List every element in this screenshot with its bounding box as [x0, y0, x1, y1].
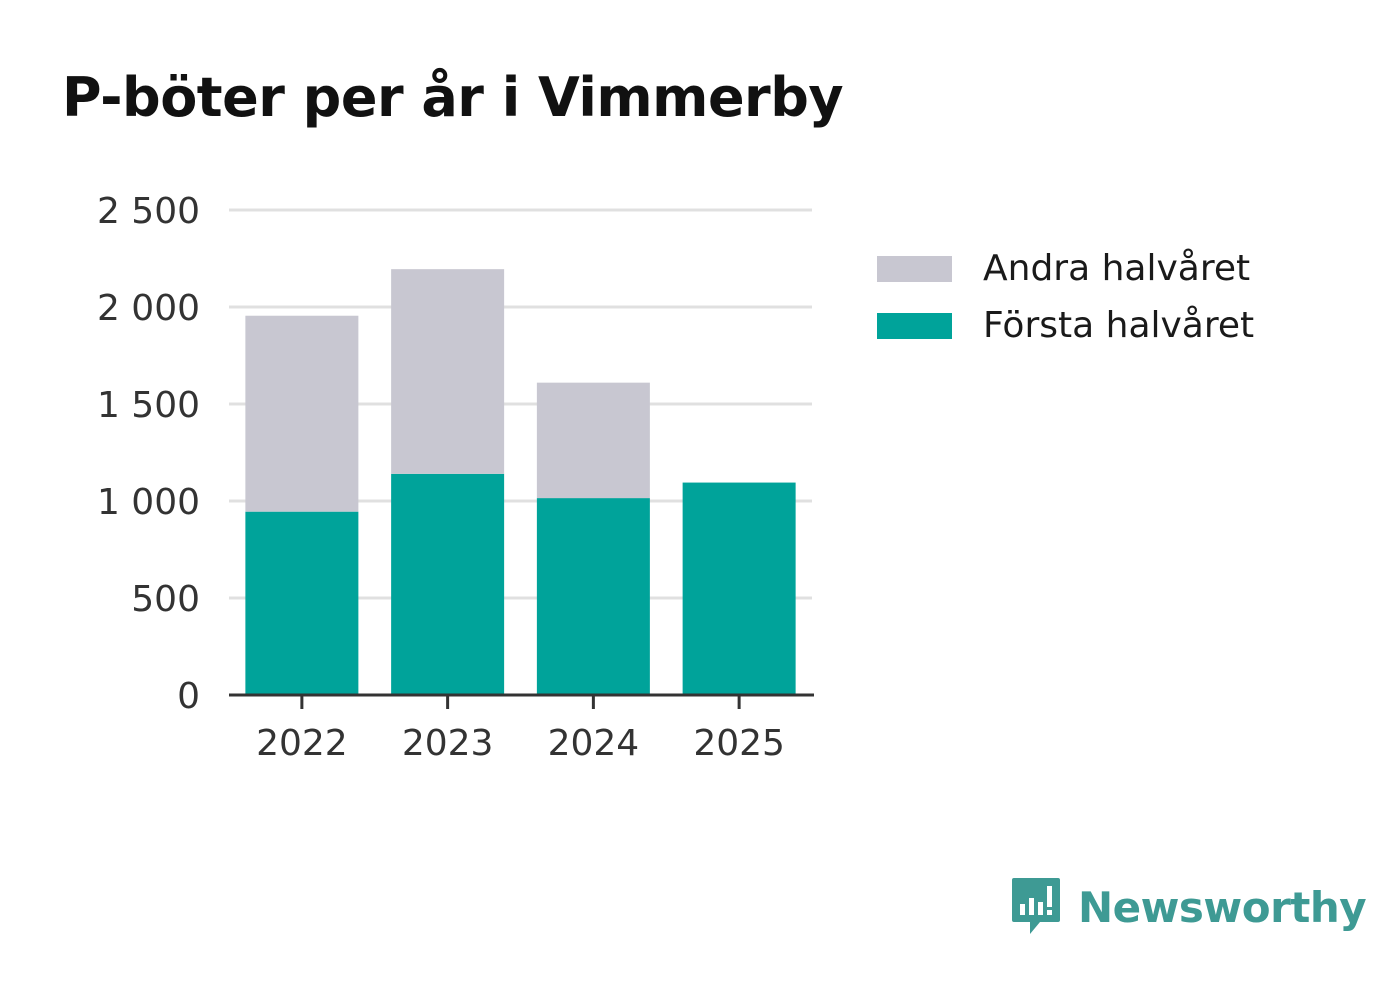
legend-label-andra: Andra halvåret: [983, 248, 1251, 289]
brand: Newsworthy: [1010, 876, 1367, 938]
x-tick-label: 2023: [402, 723, 494, 764]
bar-2022-forsta: [245, 511, 359, 695]
bar-2023-forsta: [391, 473, 505, 695]
newsworthy-logo-icon: [1012, 878, 1060, 934]
y-tick-label: 2 000: [97, 288, 200, 329]
bar-2023-andra: [391, 269, 505, 474]
legend-label-forsta: Första halvåret: [983, 305, 1255, 346]
bar-2022-andra: [245, 315, 359, 512]
bar-2025-forsta: [682, 482, 796, 695]
x-tick-label: 2025: [693, 723, 785, 764]
legend: Andra halvåret Första halvåret: [877, 240, 1254, 354]
x-tick-label: 2024: [548, 723, 640, 764]
bar-2024-andra: [536, 382, 650, 499]
y-tick-label: 500: [131, 579, 200, 620]
legend-swatch-andra: [877, 255, 952, 282]
legend-item-andra: Andra halvåret: [877, 240, 1254, 297]
x-tick-label: 2022: [256, 723, 348, 764]
bar-2024-forsta: [536, 498, 650, 695]
chart-title: P-böter per år i Vimmerby: [62, 66, 844, 129]
brand-name: Newsworthy: [1078, 882, 1367, 932]
y-axis: 0 500 1 000 1 500 2 000 2 500: [97, 191, 200, 717]
legend-swatch-forsta: [877, 312, 952, 339]
y-tick-label: 2 500: [97, 191, 200, 232]
bars: [245, 269, 796, 695]
legend-item-forsta: Första halvåret: [877, 297, 1254, 354]
y-tick-label: 0: [177, 676, 200, 717]
y-tick-label: 1 000: [97, 482, 200, 523]
y-tick-label: 1 500: [97, 385, 200, 426]
x-axis: 2022 2023 2024 2025: [229, 693, 814, 764]
